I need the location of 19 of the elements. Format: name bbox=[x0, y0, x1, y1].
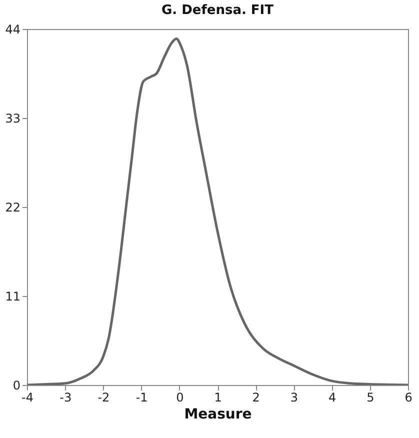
x-tick-label: 6 bbox=[404, 390, 412, 404]
x-axis-title: Measure bbox=[184, 406, 252, 422]
x-tick-label: 5 bbox=[366, 390, 374, 404]
x-tick-label: -3 bbox=[60, 390, 72, 404]
y-tick-label: 44 bbox=[5, 22, 20, 36]
y-tick-label: 22 bbox=[5, 200, 20, 214]
y-tick-label: 11 bbox=[5, 290, 20, 304]
x-tick-label: 1 bbox=[214, 390, 222, 404]
x-tick-label: 0 bbox=[176, 390, 184, 404]
line-series bbox=[27, 37, 408, 385]
y-tick-label: 33 bbox=[5, 112, 20, 126]
x-tick-label: 4 bbox=[328, 390, 336, 404]
x-tick-label: -2 bbox=[98, 390, 110, 404]
y-tick-label: 0 bbox=[12, 378, 20, 392]
x-tick-label: 3 bbox=[290, 390, 298, 404]
x-tick-label: -1 bbox=[136, 390, 148, 404]
x-tick-label: -4 bbox=[22, 390, 34, 404]
x-tick-label: 2 bbox=[252, 390, 260, 404]
chart-title: G. Defensa. FIT bbox=[161, 3, 274, 18]
